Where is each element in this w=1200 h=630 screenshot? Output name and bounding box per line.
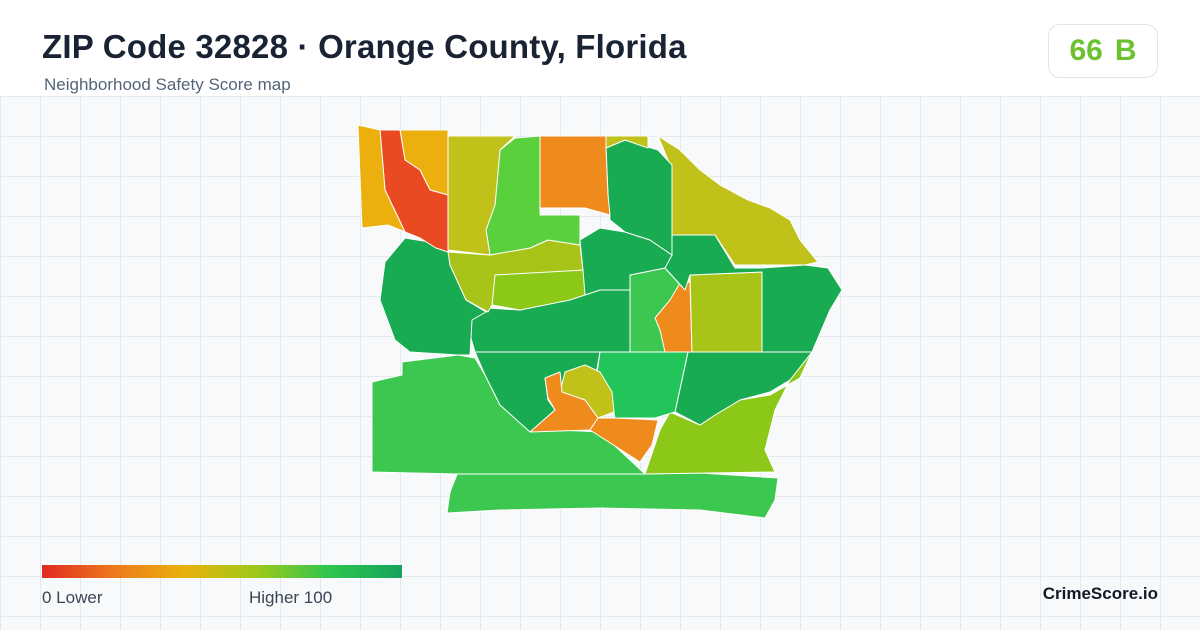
sw-green[interactable] (371, 354, 646, 475)
se-lime[interactable] (644, 351, 813, 475)
east-yg[interactable] (689, 271, 763, 353)
south-orange-east[interactable] (589, 417, 659, 463)
north-olive-small[interactable] (605, 135, 649, 149)
north-olive-west[interactable] (447, 135, 516, 256)
page-title: ZIP Code 32828 · Orange County, Florida (42, 28, 687, 65)
legend-high-label: Higher 100 (249, 588, 333, 607)
score-grade: B (1114, 34, 1137, 67)
legend-gradient (42, 565, 402, 578)
center-dark-green[interactable] (579, 227, 673, 296)
legend-gradient-bar (42, 565, 402, 578)
page-subtitle: Neighborhood Safety Score map (44, 75, 291, 94)
brand-logo-text[interactable]: CrimeScore.io (1042, 584, 1158, 603)
se-dark-green[interactable] (674, 351, 813, 426)
east-green[interactable] (664, 234, 843, 353)
score-value: 66 (1069, 34, 1103, 67)
score-badge: 66 B (1048, 24, 1158, 78)
zip-safety-map (357, 124, 843, 519)
header: ZIP Code 32828 · Orange County, Florida … (0, 0, 1200, 96)
nw-strip[interactable] (357, 124, 406, 233)
legend-low-label: 0 Lower (42, 588, 103, 607)
north-orange[interactable] (539, 135, 611, 216)
south-band[interactable] (446, 471, 779, 519)
